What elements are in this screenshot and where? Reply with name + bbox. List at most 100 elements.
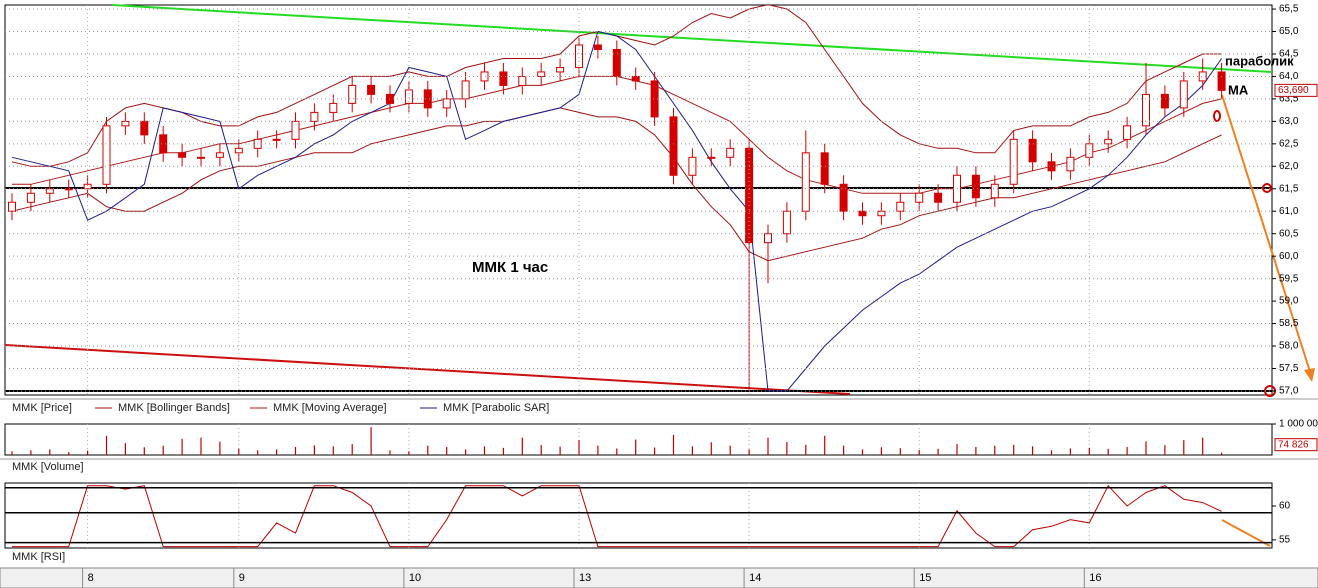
candle-body <box>858 210 867 217</box>
last-price-box <box>1274 83 1318 97</box>
volume-bar <box>408 451 410 455</box>
annotation: параболик <box>1225 53 1294 68</box>
volume-bar <box>427 445 429 455</box>
candle-body <box>518 75 527 86</box>
volume-bar <box>1145 441 1147 455</box>
candle-body <box>669 116 678 176</box>
y-tick-label: 61,0 <box>1279 206 1299 217</box>
y-tick-label: 57,5 <box>1279 363 1299 374</box>
indicator-line <box>11 30 1223 392</box>
x-tick-label: 9 <box>239 572 245 584</box>
candle-body <box>631 75 640 82</box>
candle-body <box>159 134 168 154</box>
volume-bar <box>597 445 599 455</box>
volume-bar <box>918 450 920 455</box>
volume-bar <box>559 446 561 455</box>
candle-body <box>1160 93 1169 109</box>
y-tick-label: 58,0 <box>1279 341 1299 352</box>
candle-body <box>83 183 92 190</box>
candle-body <box>121 120 130 127</box>
y-tick-label: 61,5 <box>1279 183 1299 194</box>
y-tick-label: 58,5 <box>1279 318 1299 329</box>
price-plot <box>8 5 1226 392</box>
volume-panel-frame <box>4 423 1273 456</box>
candle-body <box>499 71 508 86</box>
y-tick-label: 59,5 <box>1279 273 1299 284</box>
volume-bar <box>11 451 13 455</box>
volume-bar <box>105 435 108 455</box>
volume-bar <box>124 443 126 455</box>
candle-body <box>971 174 980 199</box>
volume-bar <box>465 449 467 455</box>
panel-label: MMK [RSI] <box>12 551 65 563</box>
candle-body <box>8 201 16 212</box>
candle-body <box>215 152 224 158</box>
indicator-line <box>11 107 1222 262</box>
volume-bar <box>502 447 504 455</box>
volume-bar <box>824 435 826 455</box>
volume-bar <box>30 450 32 455</box>
candle-body <box>272 138 281 141</box>
candle-body <box>896 201 905 212</box>
candle-body <box>64 188 73 191</box>
y-tick-label: 55 <box>1279 535 1291 546</box>
volume-bar <box>313 445 315 455</box>
candle-body <box>348 84 357 104</box>
x-tick-label: 13 <box>579 572 591 584</box>
volume-bar <box>975 446 977 455</box>
volume-bar <box>691 446 693 455</box>
candle-body <box>612 48 621 77</box>
candle-body <box>45 188 54 194</box>
volume-bar <box>994 445 996 455</box>
volume-bar <box>1050 450 1053 455</box>
volume-bar <box>748 449 750 455</box>
volume-bar <box>635 439 637 455</box>
volume-bar <box>181 438 183 455</box>
volume-bar <box>672 434 675 455</box>
x-tick-label: 16 <box>1089 572 1101 584</box>
volume-bar <box>956 444 958 455</box>
volume-bar <box>1164 445 1166 455</box>
candle-body <box>593 44 602 50</box>
y-tick-label: 63,5 <box>1279 94 1299 105</box>
volume-bar <box>540 445 542 455</box>
candle-body <box>934 192 943 203</box>
volume-bar <box>710 442 712 455</box>
y-tick-label: 62,5 <box>1279 138 1299 149</box>
volume-bar <box>238 448 240 455</box>
price-panel-frame <box>4 4 1273 396</box>
x-tick-label: 15 <box>919 572 931 584</box>
volume-bar <box>1202 437 1204 455</box>
candle-body <box>1217 71 1226 91</box>
y-tick-label: 65,5 <box>1279 4 1299 15</box>
volume-bar <box>654 447 656 455</box>
candle-body <box>461 80 470 100</box>
candle-body <box>1028 138 1037 163</box>
candle-body <box>1142 93 1150 127</box>
volume-bar <box>257 450 259 455</box>
rsi-panel-frame <box>4 482 1273 549</box>
rsi-arrow <box>1221 519 1271 547</box>
candle-body <box>442 98 451 109</box>
panel-label: MMK [Volume] <box>12 461 84 473</box>
candle-body <box>650 80 659 118</box>
marker-circle <box>1262 183 1272 193</box>
candle-body <box>839 183 848 212</box>
candle-body <box>1198 71 1207 82</box>
volume-bar <box>1032 446 1034 455</box>
y-tick-label: 60 <box>1279 501 1291 512</box>
rsi-line <box>12 484 1222 548</box>
red-trendline <box>4 344 851 395</box>
candle-body <box>1066 156 1075 172</box>
volume-bar <box>1013 444 1015 455</box>
candle-body <box>310 111 319 122</box>
volume-bar <box>1088 447 1090 455</box>
candle-body <box>329 102 338 113</box>
x-tick-label: 10 <box>409 572 421 584</box>
candle-body <box>707 156 716 159</box>
volume-bar <box>294 446 297 455</box>
volume-bar <box>162 445 164 455</box>
candle-body <box>575 44 583 68</box>
